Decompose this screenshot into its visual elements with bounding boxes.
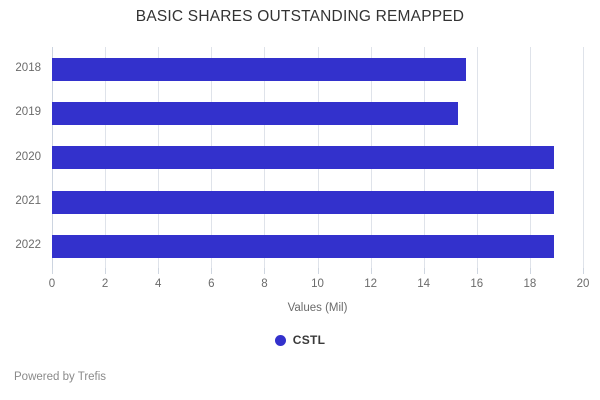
x-axis-label-8: 8: [261, 278, 268, 290]
x-axis-label-6: 6: [208, 278, 215, 290]
legend-label: CSTL: [292, 333, 326, 347]
chart-title: BASIC SHARES OUTSTANDING REMAPPED: [135, 8, 465, 25]
bar-2022[interactable]: [52, 234, 554, 258]
y-axis-label-2019: 2019: [15, 106, 41, 119]
x-axis-tick: [583, 268, 584, 274]
legend-marker-icon: [274, 334, 286, 346]
x-axis-tick: [105, 268, 107, 274]
x-axis-label-14: 14: [417, 278, 431, 290]
x-axis-tick: [370, 268, 372, 274]
x-axis-tick: [158, 268, 160, 274]
x-axis-label-4: 4: [154, 278, 162, 290]
x-axis-label-2: 2: [101, 278, 109, 290]
bar-row: [52, 135, 583, 179]
bar-2019[interactable]: [52, 102, 459, 126]
x-axis-label-10: 10: [311, 278, 324, 290]
x-axis-label-12: 12: [364, 278, 377, 290]
x-axis-tick: [317, 268, 319, 274]
bar-row: [52, 91, 583, 135]
y-axis-label-2021: 2021: [15, 194, 41, 207]
legend-item-CSTL[interactable]: CSTL: [274, 333, 326, 347]
x-axis-tick: [529, 268, 531, 274]
y-axis-label-2018: 2018: [15, 62, 41, 75]
bar-2020[interactable]: [52, 146, 554, 170]
footer-attribution: Powered by Trefis: [14, 371, 107, 383]
bar-2021[interactable]: [52, 190, 554, 214]
bar-row: [52, 224, 583, 268]
plot-area: [52, 47, 584, 274]
x-axis-tick: [211, 268, 213, 274]
x-axis-label-20: 20: [576, 278, 590, 290]
y-axis-label-2022: 2022: [15, 238, 41, 251]
x-axis-label-16: 16: [470, 278, 484, 290]
x-axis-tick: [476, 268, 478, 274]
x-axis-label-18: 18: [523, 278, 537, 290]
bar-row: [52, 47, 583, 91]
x-axis-tick: [52, 268, 53, 274]
chart-legend: CSTL: [0, 333, 600, 347]
x-axis-tick: [423, 268, 425, 274]
bar-2018[interactable]: [52, 58, 467, 81]
bar-row: [52, 180, 583, 224]
gridline: [583, 47, 584, 268]
x-axis-label-0: 0: [48, 278, 56, 290]
y-axis-label-2020: 2020: [15, 150, 41, 163]
x-axis-title: Values (Mil): [287, 302, 348, 314]
x-axis-tick: [264, 268, 266, 274]
